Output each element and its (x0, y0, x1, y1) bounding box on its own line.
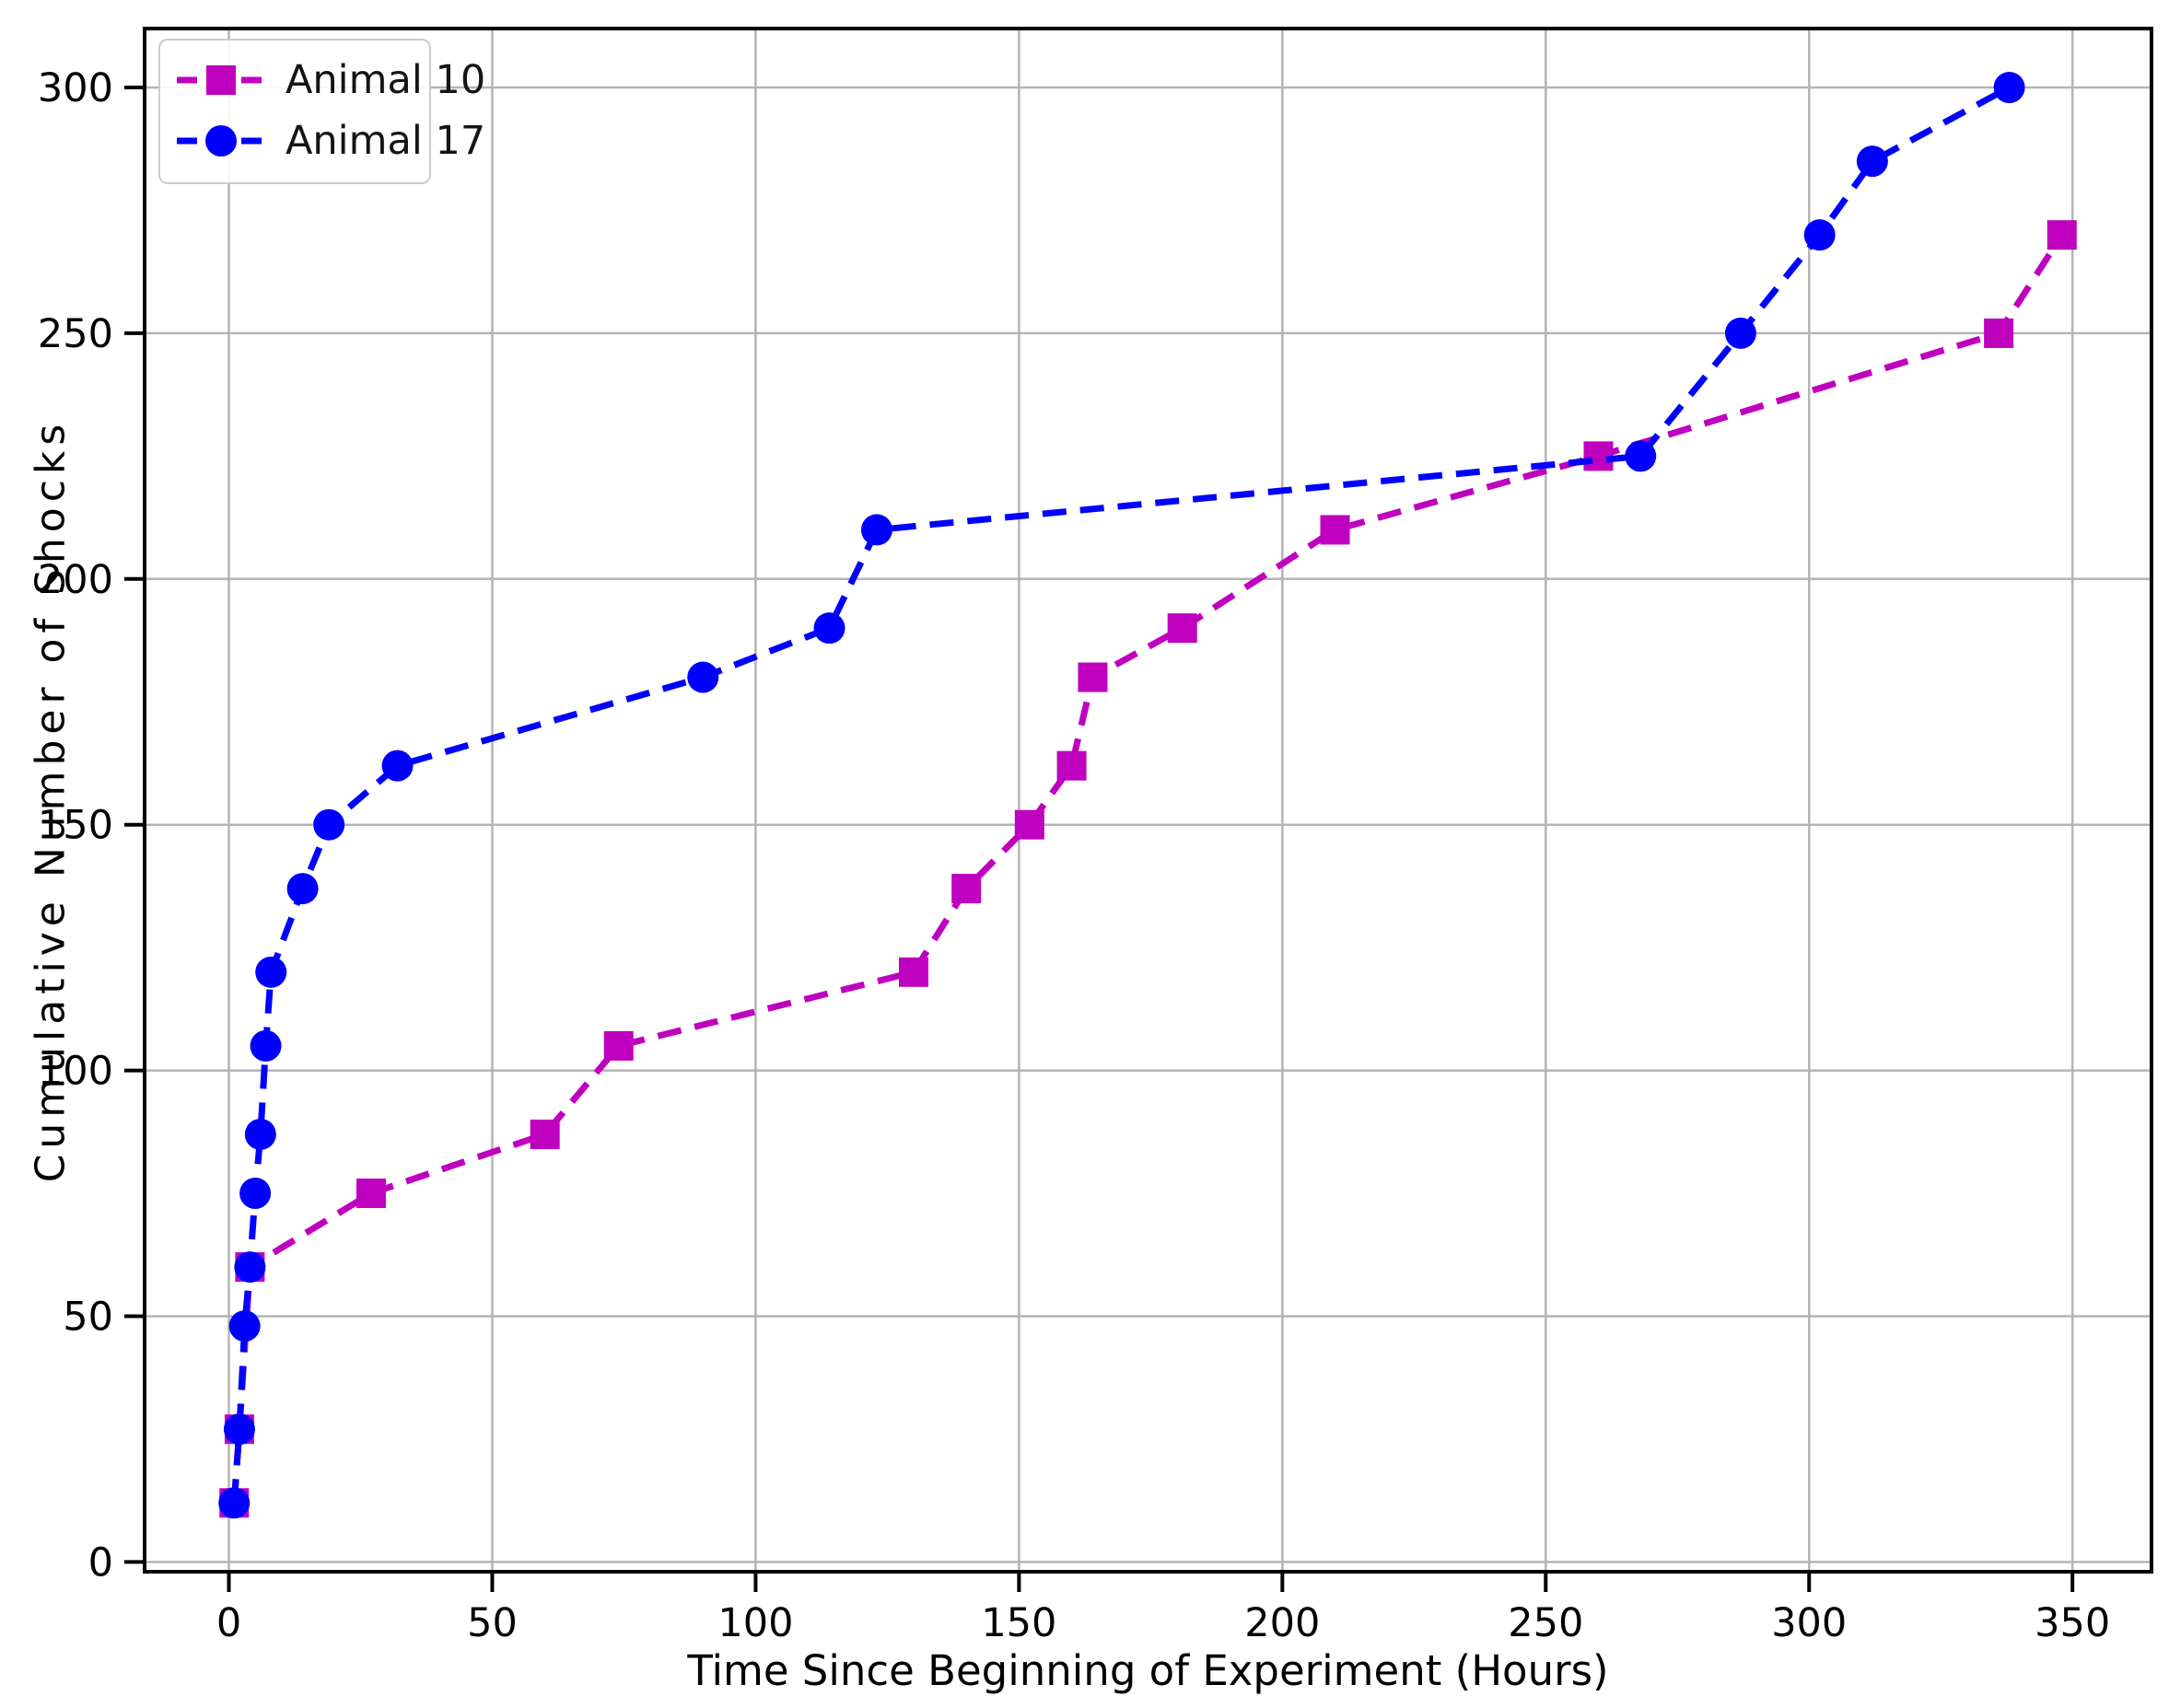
data-point-animal-17 (286, 873, 319, 905)
x-tick-label: 150 (981, 1600, 1056, 1646)
legend-label: Animal 10 (286, 57, 486, 103)
legend-item-animal-10: Animal 10 (160, 50, 485, 110)
data-point-animal-17 (860, 514, 892, 546)
data-point-animal-17 (313, 808, 345, 841)
data-point-animal-10 (898, 957, 928, 987)
data-point-animal-17 (218, 1487, 251, 1519)
data-point-animal-10 (1014, 809, 1044, 840)
y-axis-label: Cumulative Number of Shocks (27, 418, 75, 1183)
data-point-animal-10 (603, 1030, 634, 1061)
series-line-animal-10 (230, 233, 2065, 1504)
data-point-animal-17 (244, 1118, 276, 1150)
legend: Animal 10 Animal 17 (158, 39, 485, 184)
data-point-animal-17 (1856, 145, 1888, 178)
x-tick-label: 0 (216, 1600, 241, 1646)
legend-key-square-icon (177, 65, 265, 95)
data-point-animal-17 (1625, 440, 1657, 472)
x-axis-label: Time Since Beginning of Experiment (Hour… (687, 1646, 1609, 1695)
data-point-animal-17 (1803, 219, 1836, 251)
data-point-animal-10 (1984, 318, 2014, 348)
series-line-animal-17 (230, 84, 2012, 1504)
data-point-animal-17 (228, 1310, 261, 1342)
x-tick-label: 350 (2035, 1600, 2110, 1646)
data-point-animal-10 (1078, 662, 1108, 692)
y-tick-label: 250 (38, 311, 113, 357)
data-point-animal-17 (239, 1178, 272, 1210)
data-point-animal-10 (951, 874, 982, 904)
data-point-animal-17 (1724, 317, 1756, 349)
y-tick-label: 150 (38, 803, 113, 849)
data-point-animal-17 (813, 612, 845, 645)
data-point-animal-17 (381, 749, 414, 782)
y-tick-label: 100 (38, 1049, 113, 1095)
y-tick-label: 200 (38, 557, 113, 603)
y-tick-label: 300 (38, 65, 113, 111)
legend-item-animal-17: Animal 17 (160, 110, 485, 171)
data-point-animal-10 (1320, 515, 1350, 545)
data-point-animal-10 (1167, 613, 1197, 644)
legend-key-circle-icon (177, 125, 265, 157)
legend-label: Animal 17 (286, 118, 486, 164)
data-point-animal-17 (234, 1251, 266, 1284)
x-tick-label: 300 (1771, 1600, 1847, 1646)
data-point-animal-17 (1993, 72, 2025, 104)
plot-border (143, 27, 2153, 1574)
data-point-animal-10 (530, 1119, 560, 1149)
data-point-animal-10 (2047, 220, 2077, 250)
data-point-animal-17 (687, 661, 719, 693)
data-point-animal-17 (250, 1029, 282, 1062)
data-point-animal-10 (1056, 750, 1087, 781)
data-point-animal-10 (356, 1179, 386, 1209)
y-tick-label: 0 (88, 1540, 113, 1586)
data-point-animal-17 (255, 956, 287, 988)
x-tick-label: 100 (717, 1600, 793, 1646)
x-tick-label: 50 (467, 1600, 518, 1646)
x-tick-label: 250 (1508, 1600, 1583, 1646)
data-point-animal-17 (223, 1413, 255, 1446)
y-tick-label: 50 (63, 1294, 113, 1340)
x-tick-label: 200 (1244, 1600, 1320, 1646)
